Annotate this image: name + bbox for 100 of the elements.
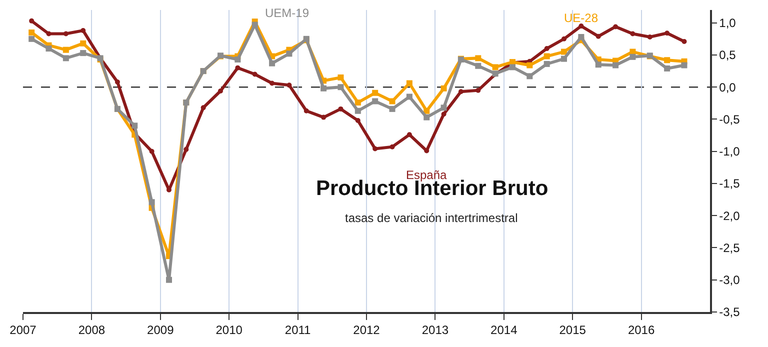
point <box>406 80 412 86</box>
x-tick-label: 2012 <box>353 323 380 338</box>
point <box>681 62 688 68</box>
point <box>596 34 601 39</box>
point <box>80 50 86 56</box>
point <box>476 88 481 93</box>
point <box>630 54 636 60</box>
point <box>647 34 652 40</box>
point <box>475 55 482 62</box>
point <box>235 65 240 70</box>
point <box>526 62 533 68</box>
point <box>62 55 69 62</box>
point <box>475 62 482 69</box>
series-label: UEM-19 <box>265 6 310 20</box>
point <box>338 74 344 80</box>
x-tick-label: 2008 <box>78 323 106 338</box>
y-tick-label: -1,5 <box>719 176 740 191</box>
point <box>320 85 327 92</box>
point <box>424 148 430 154</box>
point <box>29 18 34 24</box>
point <box>390 144 395 150</box>
point <box>544 53 550 60</box>
point <box>441 112 446 117</box>
point <box>492 64 498 70</box>
point <box>424 114 430 120</box>
point <box>321 114 326 120</box>
x-tick-label: 2009 <box>147 323 174 338</box>
point <box>252 72 258 77</box>
point <box>338 106 344 112</box>
y-tick-label: -3,0 <box>719 273 740 288</box>
x-tick-label: 2015 <box>559 323 586 338</box>
y-tick-label: 1,0 <box>719 16 736 30</box>
point <box>526 73 533 80</box>
x-tick-label: 2010 <box>216 323 243 338</box>
point <box>544 46 550 52</box>
point <box>682 38 687 44</box>
point <box>148 199 155 206</box>
point <box>252 22 258 28</box>
y-tick-label: 0,5 <box>719 48 736 62</box>
point <box>28 36 35 42</box>
point <box>354 108 361 114</box>
point <box>406 132 412 138</box>
y-tick-label: -0,5 <box>719 112 740 126</box>
point <box>354 100 361 106</box>
x-tick-label: 2016 <box>628 323 655 338</box>
point <box>234 56 241 62</box>
x-tick-label: 2013 <box>422 323 449 338</box>
point <box>389 98 396 104</box>
point <box>664 57 670 64</box>
series-label: España <box>406 168 448 182</box>
point <box>63 31 68 36</box>
point <box>62 46 69 53</box>
point <box>270 80 275 86</box>
x-tick-label: 2014 <box>490 323 518 338</box>
point <box>664 30 670 36</box>
point <box>80 40 86 46</box>
point <box>613 24 618 30</box>
point <box>424 108 430 114</box>
point <box>46 31 52 36</box>
point <box>200 105 206 110</box>
y-tick-label: -1,0 <box>719 144 740 159</box>
point <box>218 88 224 94</box>
point <box>372 98 378 104</box>
y-tick-label: -2,5 <box>719 240 740 255</box>
x-tick-label: 2011 <box>284 323 312 338</box>
text: tasas de variación intertrimestral <box>345 211 518 225</box>
point <box>630 31 636 36</box>
point <box>355 118 360 124</box>
point <box>664 65 670 72</box>
point <box>440 104 447 111</box>
point <box>595 62 602 68</box>
point <box>149 148 154 154</box>
y-tick-label: 0,0 <box>719 80 736 94</box>
point <box>440 85 447 92</box>
point <box>46 46 52 52</box>
point <box>561 48 568 55</box>
point <box>184 146 189 152</box>
point <box>578 34 584 40</box>
x-tick-label: 2007 <box>10 323 37 338</box>
point <box>389 106 396 112</box>
point <box>286 50 292 57</box>
point <box>166 276 172 283</box>
point <box>80 28 86 34</box>
point <box>269 60 276 66</box>
point <box>372 90 378 96</box>
y-tick-label: -2,0 <box>719 208 740 223</box>
point <box>578 24 584 29</box>
point <box>544 60 550 67</box>
point <box>406 94 412 100</box>
point <box>612 62 619 68</box>
point <box>338 84 344 90</box>
y-tick-label: -3,5 <box>719 305 740 320</box>
point <box>562 36 567 42</box>
point <box>304 108 309 114</box>
point <box>28 29 35 36</box>
series-label: UE-28 <box>564 11 598 25</box>
point <box>286 82 292 88</box>
point <box>458 89 464 94</box>
point <box>509 64 516 70</box>
point <box>561 56 568 62</box>
